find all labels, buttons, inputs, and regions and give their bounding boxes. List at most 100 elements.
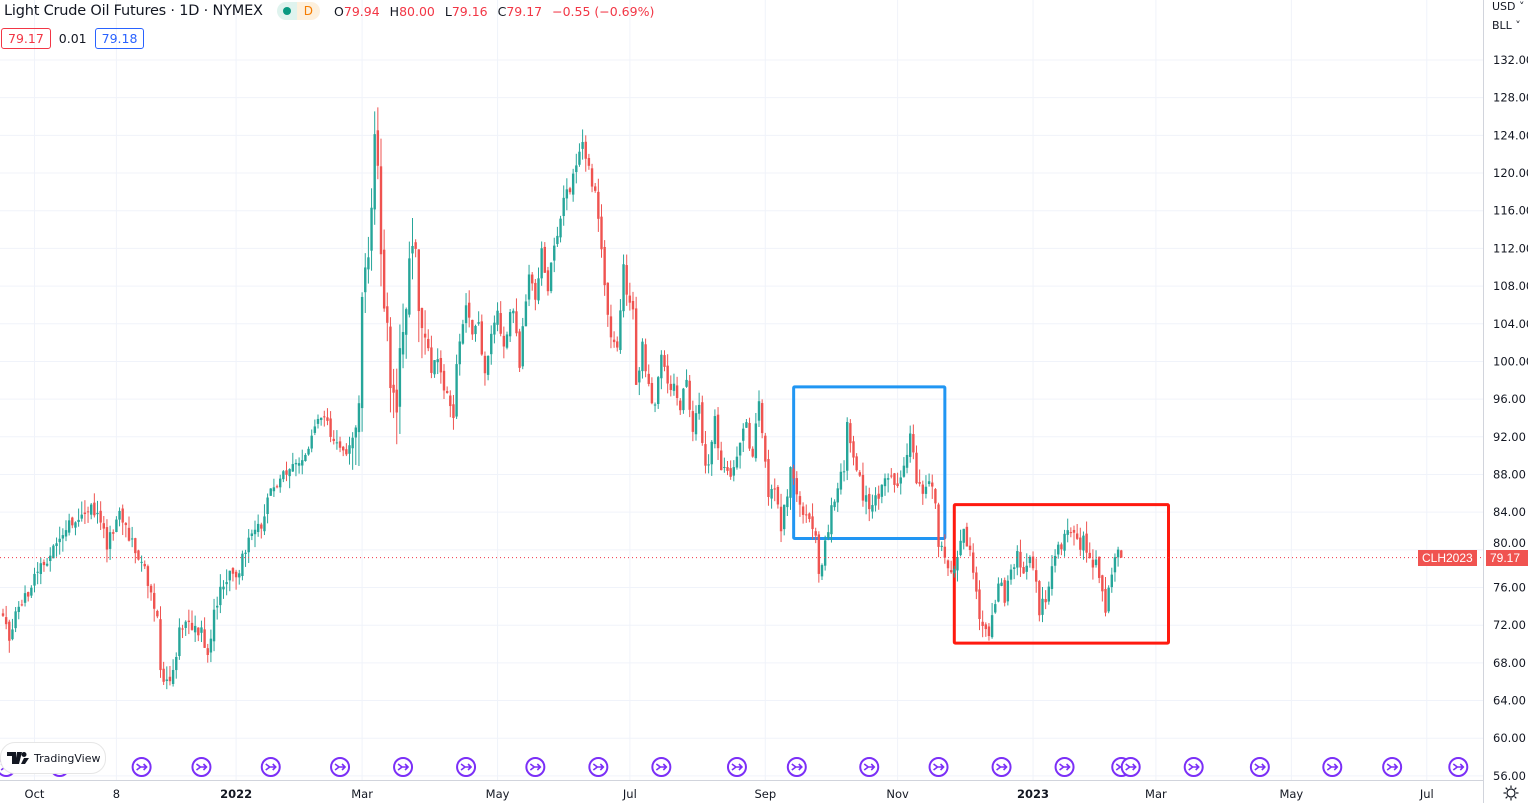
dividend-event-icon[interactable] bbox=[131, 757, 152, 777]
candle-body bbox=[146, 566, 150, 586]
candle-body bbox=[657, 377, 660, 404]
candle bbox=[893, 472, 896, 493]
red-rectangle-drawing[interactable] bbox=[952, 503, 1170, 645]
market-status-badge[interactable]: D bbox=[276, 2, 321, 20]
dividend-event-icon[interactable] bbox=[1448, 757, 1469, 777]
dividend-event-icon[interactable] bbox=[191, 757, 212, 777]
candle-body bbox=[326, 417, 329, 421]
candle bbox=[1120, 549, 1123, 558]
dividend-event-icon[interactable] bbox=[1120, 757, 1141, 777]
dividend-event-icon[interactable] bbox=[456, 757, 477, 777]
close-label: C bbox=[497, 3, 507, 19]
dividend-event-icon[interactable] bbox=[330, 757, 351, 777]
dividend-event-icon[interactable] bbox=[786, 757, 807, 777]
candle-body bbox=[389, 326, 392, 389]
candle bbox=[975, 566, 978, 600]
candle bbox=[266, 493, 269, 524]
tradingview-logo[interactable]: TradingView bbox=[0, 742, 106, 774]
candle bbox=[499, 301, 502, 337]
dividend-event-icon[interactable] bbox=[991, 757, 1012, 777]
candle-body bbox=[360, 296, 364, 409]
time-tick-label: Sep bbox=[754, 787, 776, 801]
candle-body bbox=[798, 496, 802, 505]
candle bbox=[990, 602, 994, 639]
price-tick-label: 120.00 bbox=[1493, 166, 1528, 180]
candle-body bbox=[115, 519, 118, 533]
candle bbox=[348, 436, 351, 465]
candle bbox=[471, 319, 474, 340]
time-tick-label: Jul bbox=[1419, 787, 1434, 801]
candles bbox=[1, 107, 1123, 690]
candle bbox=[738, 442, 742, 469]
symbol-title[interactable]: Light Crude Oil Futures · 1D · NYMEX bbox=[4, 3, 263, 19]
candle-body bbox=[874, 495, 877, 506]
dividend-event-icon[interactable] bbox=[260, 757, 281, 777]
candle bbox=[291, 452, 294, 473]
candle bbox=[149, 583, 153, 601]
currency-selector[interactable]: USD ˅ bbox=[1492, 0, 1525, 13]
candle-body bbox=[313, 426, 317, 433]
candle bbox=[682, 387, 685, 414]
price-axis[interactable]: 132.00 128.00 124.00 120.00 116.00 112.00 108.… bbox=[1493, 53, 1528, 783]
settings-gear-icon[interactable] bbox=[1503, 785, 1519, 801]
candle bbox=[984, 622, 987, 637]
candle-body bbox=[408, 258, 411, 315]
candle-body bbox=[250, 533, 254, 537]
dividend-event-icon[interactable] bbox=[726, 757, 747, 777]
candle bbox=[260, 522, 263, 539]
candle bbox=[937, 502, 940, 558]
candle-body bbox=[553, 245, 556, 261]
arrow-icon bbox=[1326, 763, 1339, 771]
blue-rectangle-drawing[interactable] bbox=[792, 385, 947, 541]
close-value: 79.17 bbox=[506, 3, 543, 19]
candle bbox=[332, 430, 335, 445]
dividend-event-icon[interactable] bbox=[525, 757, 546, 777]
dividend-event-icon[interactable] bbox=[1054, 757, 1075, 777]
candle-body bbox=[764, 435, 767, 462]
dividend-event-icon[interactable] bbox=[1249, 757, 1270, 777]
unit-selector[interactable]: BLL ˅ bbox=[1492, 19, 1521, 32]
candle bbox=[839, 463, 843, 495]
candle-body bbox=[584, 141, 587, 159]
candle bbox=[852, 435, 855, 466]
candle bbox=[209, 629, 213, 663]
time-axis[interactable]: Oct 8 2022 Mar May Jul Sep Nov 2023 Mar May Jul bbox=[25, 787, 1434, 801]
candle-body bbox=[1044, 599, 1047, 603]
dividend-event-icon[interactable] bbox=[859, 757, 880, 777]
candle-body bbox=[972, 552, 975, 573]
candle-body bbox=[234, 571, 238, 578]
sell-price-button[interactable]: 79.17 bbox=[1, 28, 51, 49]
dividend-event-icon[interactable] bbox=[393, 757, 414, 777]
candle-body bbox=[990, 615, 994, 638]
candle bbox=[732, 460, 735, 482]
low-value: 79.16 bbox=[451, 3, 488, 19]
dividend-event-icon[interactable] bbox=[1183, 757, 1204, 777]
candle-body bbox=[931, 482, 934, 487]
candle-body bbox=[839, 471, 843, 490]
candle bbox=[360, 292, 364, 432]
candle bbox=[1110, 567, 1113, 593]
candle bbox=[405, 307, 408, 359]
dividend-event-icon[interactable] bbox=[1382, 757, 1403, 777]
event-markers[interactable] bbox=[0, 757, 1469, 777]
candle-body bbox=[461, 324, 465, 344]
candle bbox=[77, 508, 80, 527]
candle-body bbox=[222, 586, 225, 590]
candle-body bbox=[238, 573, 241, 578]
candle bbox=[105, 519, 109, 563]
candle bbox=[805, 504, 808, 523]
time-tick-label: 2023 bbox=[1017, 787, 1049, 801]
candle bbox=[707, 454, 710, 474]
dividend-event-icon[interactable] bbox=[1322, 757, 1343, 777]
dividend-event-icon[interactable] bbox=[928, 757, 949, 777]
dividend-event-icon[interactable] bbox=[651, 757, 672, 777]
candle bbox=[1009, 564, 1013, 585]
candle-body bbox=[1016, 551, 1019, 568]
buy-price-button[interactable]: 79.18 bbox=[94, 28, 145, 49]
time-tick-label: Mar bbox=[1145, 787, 1167, 801]
candle-body bbox=[86, 511, 90, 513]
dividend-event-icon[interactable] bbox=[588, 757, 609, 777]
candle bbox=[827, 524, 830, 541]
candle-body bbox=[411, 245, 414, 254]
